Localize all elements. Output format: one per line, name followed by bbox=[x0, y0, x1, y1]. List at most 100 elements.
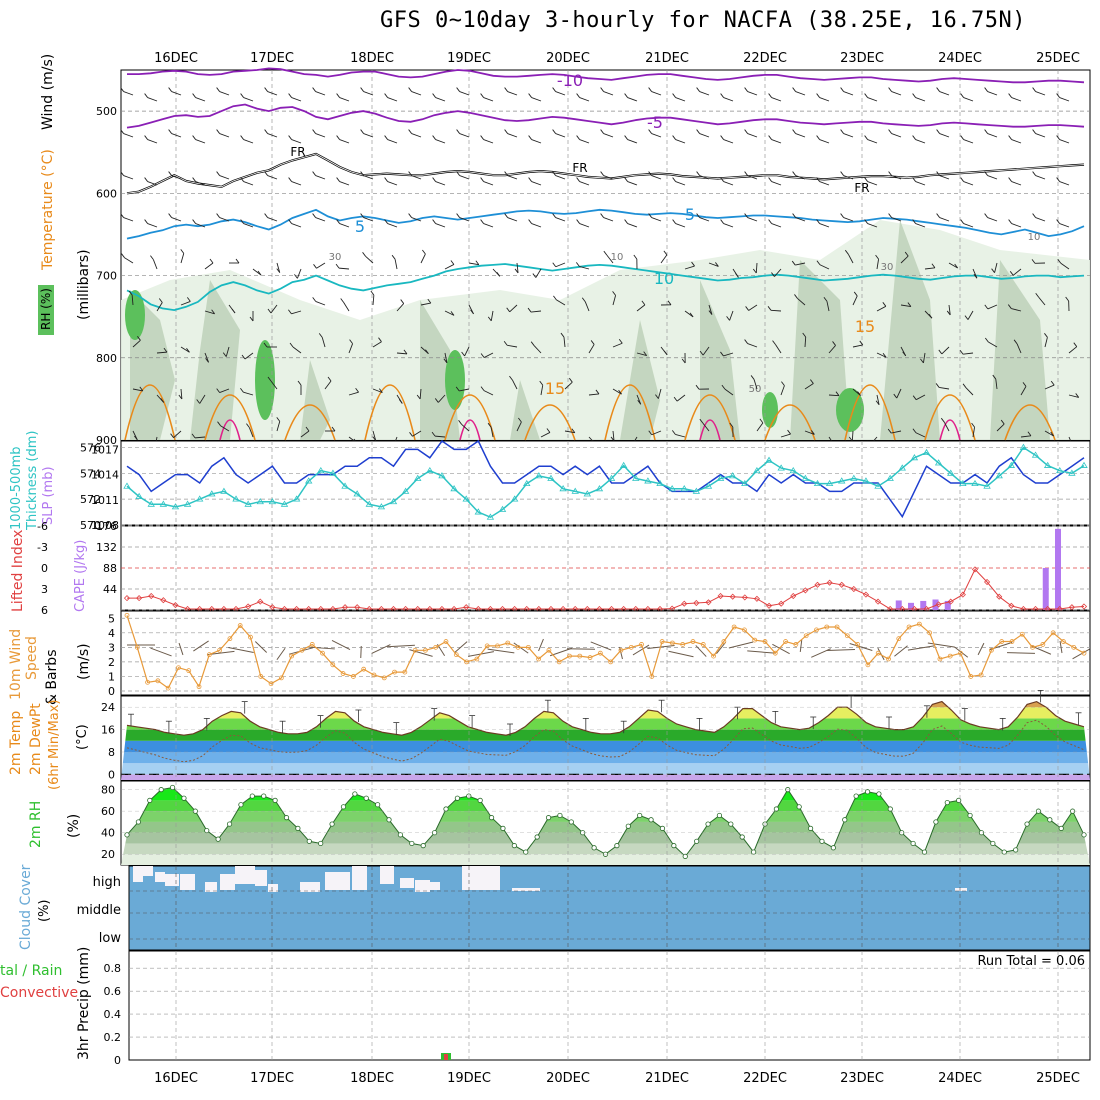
wind-barb bbox=[483, 97, 494, 102]
wind-barb-flag bbox=[450, 311, 455, 316]
wind-barb-flag bbox=[936, 87, 940, 92]
rh2m-marker bbox=[295, 825, 301, 831]
wind-barb bbox=[291, 181, 302, 186]
wind-barb-flag bbox=[240, 93, 244, 98]
thickness-marker bbox=[547, 474, 555, 481]
wind-barb bbox=[220, 425, 230, 432]
cloud-clear-patch bbox=[143, 866, 153, 876]
wind10-marker bbox=[536, 656, 542, 662]
wind-barb bbox=[435, 97, 446, 102]
wind-barb bbox=[507, 217, 518, 222]
thickness-marker bbox=[159, 500, 168, 507]
wind-barb bbox=[315, 91, 326, 96]
wind-barb-flag bbox=[643, 351, 648, 356]
isotherm-15 bbox=[604, 384, 656, 441]
wind-barb bbox=[826, 301, 830, 312]
wind-barb-flag bbox=[216, 388, 221, 393]
lifted-marker bbox=[463, 604, 470, 611]
wind-barb-flag bbox=[768, 219, 772, 224]
wind-barb-flag bbox=[1031, 259, 1036, 264]
precip-tick: 0.2 bbox=[104, 1031, 122, 1044]
wind-barb-flag bbox=[648, 430, 653, 436]
wind-barb-flag bbox=[312, 171, 316, 176]
rh2m-marker bbox=[910, 840, 916, 847]
wind-barb bbox=[444, 310, 455, 316]
wind10-marker bbox=[186, 668, 192, 674]
cape-tick: 88 bbox=[103, 562, 117, 575]
wind-barb bbox=[828, 345, 836, 354]
wind-barb bbox=[876, 305, 887, 312]
wind-barb bbox=[900, 255, 909, 264]
wind-barb-flag bbox=[391, 254, 396, 260]
thickness-marker bbox=[668, 485, 676, 492]
wind-barb-flag bbox=[887, 428, 892, 434]
wind10-barb bbox=[371, 644, 391, 654]
day-label-top: 23DEC bbox=[840, 51, 884, 66]
wind10-tick: 5 bbox=[108, 612, 115, 625]
wind10-barb bbox=[695, 645, 707, 657]
wind-barb bbox=[771, 223, 782, 228]
cape-bar bbox=[932, 599, 939, 610]
wind-barb bbox=[1044, 384, 1055, 390]
wind-barb bbox=[507, 344, 518, 348]
wind-barb bbox=[723, 97, 734, 102]
wind10-marker bbox=[165, 685, 171, 691]
wind-barb-flag bbox=[384, 219, 388, 224]
wind-barb-flag bbox=[288, 93, 292, 98]
lifted-marker bbox=[1068, 604, 1075, 611]
wind-barb-flag bbox=[289, 342, 294, 348]
wind-barb bbox=[132, 388, 143, 392]
day-label-bottom: 19DEC bbox=[447, 1071, 491, 1086]
wind-barb-flag bbox=[984, 213, 988, 218]
rh-shading-green bbox=[125, 290, 145, 340]
wind-barb bbox=[270, 380, 278, 390]
wind10-marker bbox=[546, 647, 552, 653]
day-label-top: 19DEC bbox=[447, 51, 491, 66]
wind-barb-flag bbox=[400, 299, 405, 304]
wind-barb-flag bbox=[1073, 342, 1078, 347]
wind-barb-flag bbox=[192, 219, 196, 224]
wind-barb bbox=[372, 388, 383, 394]
cloud-clear-patch bbox=[400, 878, 414, 888]
wind-barb bbox=[180, 388, 183, 400]
wind-barb bbox=[267, 175, 278, 180]
wind-barb bbox=[343, 302, 350, 312]
rh-shading-mid bbox=[300, 360, 330, 440]
wind-barb-flag bbox=[689, 312, 694, 318]
wind-barb bbox=[459, 388, 470, 392]
wind-barb-flag bbox=[840, 129, 844, 134]
wind-barb-flag bbox=[735, 273, 739, 278]
wind-barb-flag bbox=[297, 380, 302, 386]
wind-barb-flag bbox=[216, 87, 220, 92]
lifted-marker bbox=[874, 598, 882, 605]
wind-barb-flag bbox=[935, 383, 940, 388]
wind10-marker bbox=[423, 647, 428, 653]
wind10-barb bbox=[254, 641, 268, 653]
wind-barb-flag bbox=[744, 213, 748, 218]
wind-barb bbox=[509, 304, 518, 313]
wind-barb bbox=[219, 91, 230, 96]
thickness-marker bbox=[365, 500, 373, 507]
wind10-marker bbox=[515, 644, 521, 650]
wind-barb bbox=[123, 91, 134, 96]
cloud-clear-patch bbox=[430, 882, 440, 890]
wind-barb-flag bbox=[506, 307, 511, 313]
wind-barb-flag bbox=[264, 87, 268, 92]
wind-barb-flag bbox=[120, 213, 124, 218]
wind-barb bbox=[891, 175, 902, 180]
wind-barb-flag bbox=[610, 436, 615, 442]
wind-barb-flag bbox=[504, 213, 508, 218]
rh2m-marker bbox=[534, 834, 540, 840]
wind-barb-flag bbox=[864, 135, 868, 140]
wind-barb-flag bbox=[160, 398, 165, 403]
rh2m-marker bbox=[807, 825, 814, 831]
wind-barb-flag bbox=[288, 135, 292, 140]
wind-barb bbox=[748, 304, 758, 311]
wind-barb bbox=[461, 423, 470, 432]
temp-band bbox=[121, 774, 1090, 780]
cape-bar bbox=[895, 600, 902, 610]
thickness-marker bbox=[292, 495, 301, 502]
wind-barb bbox=[1020, 435, 1031, 438]
wind-barb-flag bbox=[263, 342, 268, 348]
